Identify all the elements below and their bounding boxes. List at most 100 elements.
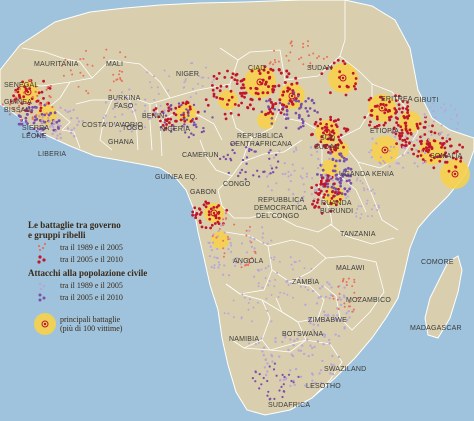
incident-dot — [395, 129, 398, 132]
incident-dot — [360, 213, 363, 216]
incident-dot — [454, 108, 456, 111]
incident-dot — [269, 67, 273, 71]
incident-dot — [35, 106, 38, 109]
incident-dot — [334, 203, 338, 207]
incident-dot — [18, 95, 21, 98]
incident-dot — [274, 278, 277, 281]
incident-dot — [270, 122, 274, 125]
label-liberia: LIBERIA — [38, 151, 66, 158]
incident-dot — [328, 342, 331, 345]
incident-dot — [415, 124, 419, 128]
incident-dot — [319, 179, 323, 183]
incident-dot — [260, 337, 263, 340]
incident-dot — [319, 140, 323, 144]
incident-dot — [212, 94, 216, 98]
incident-dot — [73, 135, 76, 138]
incident-dot — [239, 79, 243, 83]
incident-dot — [128, 88, 131, 91]
incident-dot — [76, 123, 79, 127]
incident-dot — [331, 190, 334, 194]
incident-dot — [217, 266, 220, 269]
incident-dot — [124, 56, 127, 58]
incident-dot — [346, 189, 349, 193]
incident-dot — [268, 280, 271, 282]
incident-dot — [440, 106, 443, 109]
incident-dot — [406, 108, 410, 112]
incident-dot — [245, 234, 248, 237]
incident-dot — [373, 192, 376, 195]
incident-dot — [254, 371, 257, 374]
incident-dot — [290, 263, 293, 266]
major-battle-marker-center — [26, 90, 30, 94]
incident-dot — [310, 99, 314, 102]
incident-dot — [272, 171, 275, 174]
incident-dot — [262, 346, 266, 349]
incident-dot — [355, 179, 358, 182]
incident-dot — [404, 128, 408, 132]
incident-dot — [149, 117, 152, 120]
incident-dot — [320, 135, 324, 139]
incident-dot — [79, 58, 82, 61]
incident-dot — [424, 146, 428, 150]
incident-dot — [257, 282, 260, 285]
incident-dot — [404, 140, 408, 144]
incident-dot — [310, 385, 313, 388]
incident-dot — [324, 173, 327, 176]
incident-dot — [319, 189, 323, 193]
incident-dot — [347, 85, 350, 89]
incident-dot — [233, 78, 237, 81]
incident-dot — [310, 133, 313, 137]
incident-dot — [320, 173, 323, 177]
incident-dot — [311, 64, 314, 67]
legend-item-major-1: principali battaglie — [60, 315, 121, 324]
incident-dot — [222, 218, 225, 221]
incident-dot — [373, 125, 377, 129]
incident-dot — [269, 61, 272, 64]
label-togo: TOGO — [122, 125, 144, 132]
incident-dot — [309, 322, 312, 325]
incident-dot — [46, 86, 49, 89]
incident-dot — [77, 120, 81, 123]
incident-dot — [164, 126, 168, 130]
incident-dot — [328, 157, 331, 160]
incident-dot — [297, 375, 300, 378]
incident-dot — [244, 178, 247, 181]
incident-dot — [260, 383, 263, 386]
incident-dot — [248, 342, 251, 345]
incident-dot — [361, 182, 364, 185]
incident-dot — [262, 241, 265, 244]
incident-dot — [287, 284, 290, 286]
incident-dot — [286, 293, 289, 296]
incident-dot — [59, 124, 62, 128]
incident-dot — [351, 310, 354, 313]
incident-dot — [315, 150, 319, 153]
incident-dot — [18, 87, 21, 90]
incident-dot — [289, 369, 292, 372]
incident-dot — [325, 143, 329, 147]
incident-dot — [316, 124, 320, 128]
incident-dot — [240, 266, 243, 269]
incident-dot — [369, 96, 373, 100]
incident-dot — [331, 179, 334, 182]
incident-dot — [45, 88, 48, 91]
incident-dot — [45, 112, 48, 115]
incident-dot — [291, 102, 295, 106]
incident-dot — [121, 80, 123, 82]
incident-dot — [370, 189, 373, 192]
major-battle-marker — [210, 209, 218, 217]
incident-dot — [230, 250, 233, 253]
incident-dot — [127, 107, 130, 110]
incident-dot — [224, 218, 227, 220]
incident-dot — [223, 112, 227, 116]
incident-dot — [239, 262, 242, 265]
incident-dot — [129, 102, 133, 105]
incident-dot — [172, 127, 176, 131]
incident-dot — [217, 72, 221, 75]
incident-dot — [306, 289, 309, 291]
incident-dot — [406, 100, 409, 104]
incident-dot — [323, 202, 326, 206]
incident-dot — [224, 157, 228, 161]
incident-dot — [217, 210, 221, 214]
incident-dot — [420, 150, 423, 153]
incident-dot — [184, 131, 187, 134]
